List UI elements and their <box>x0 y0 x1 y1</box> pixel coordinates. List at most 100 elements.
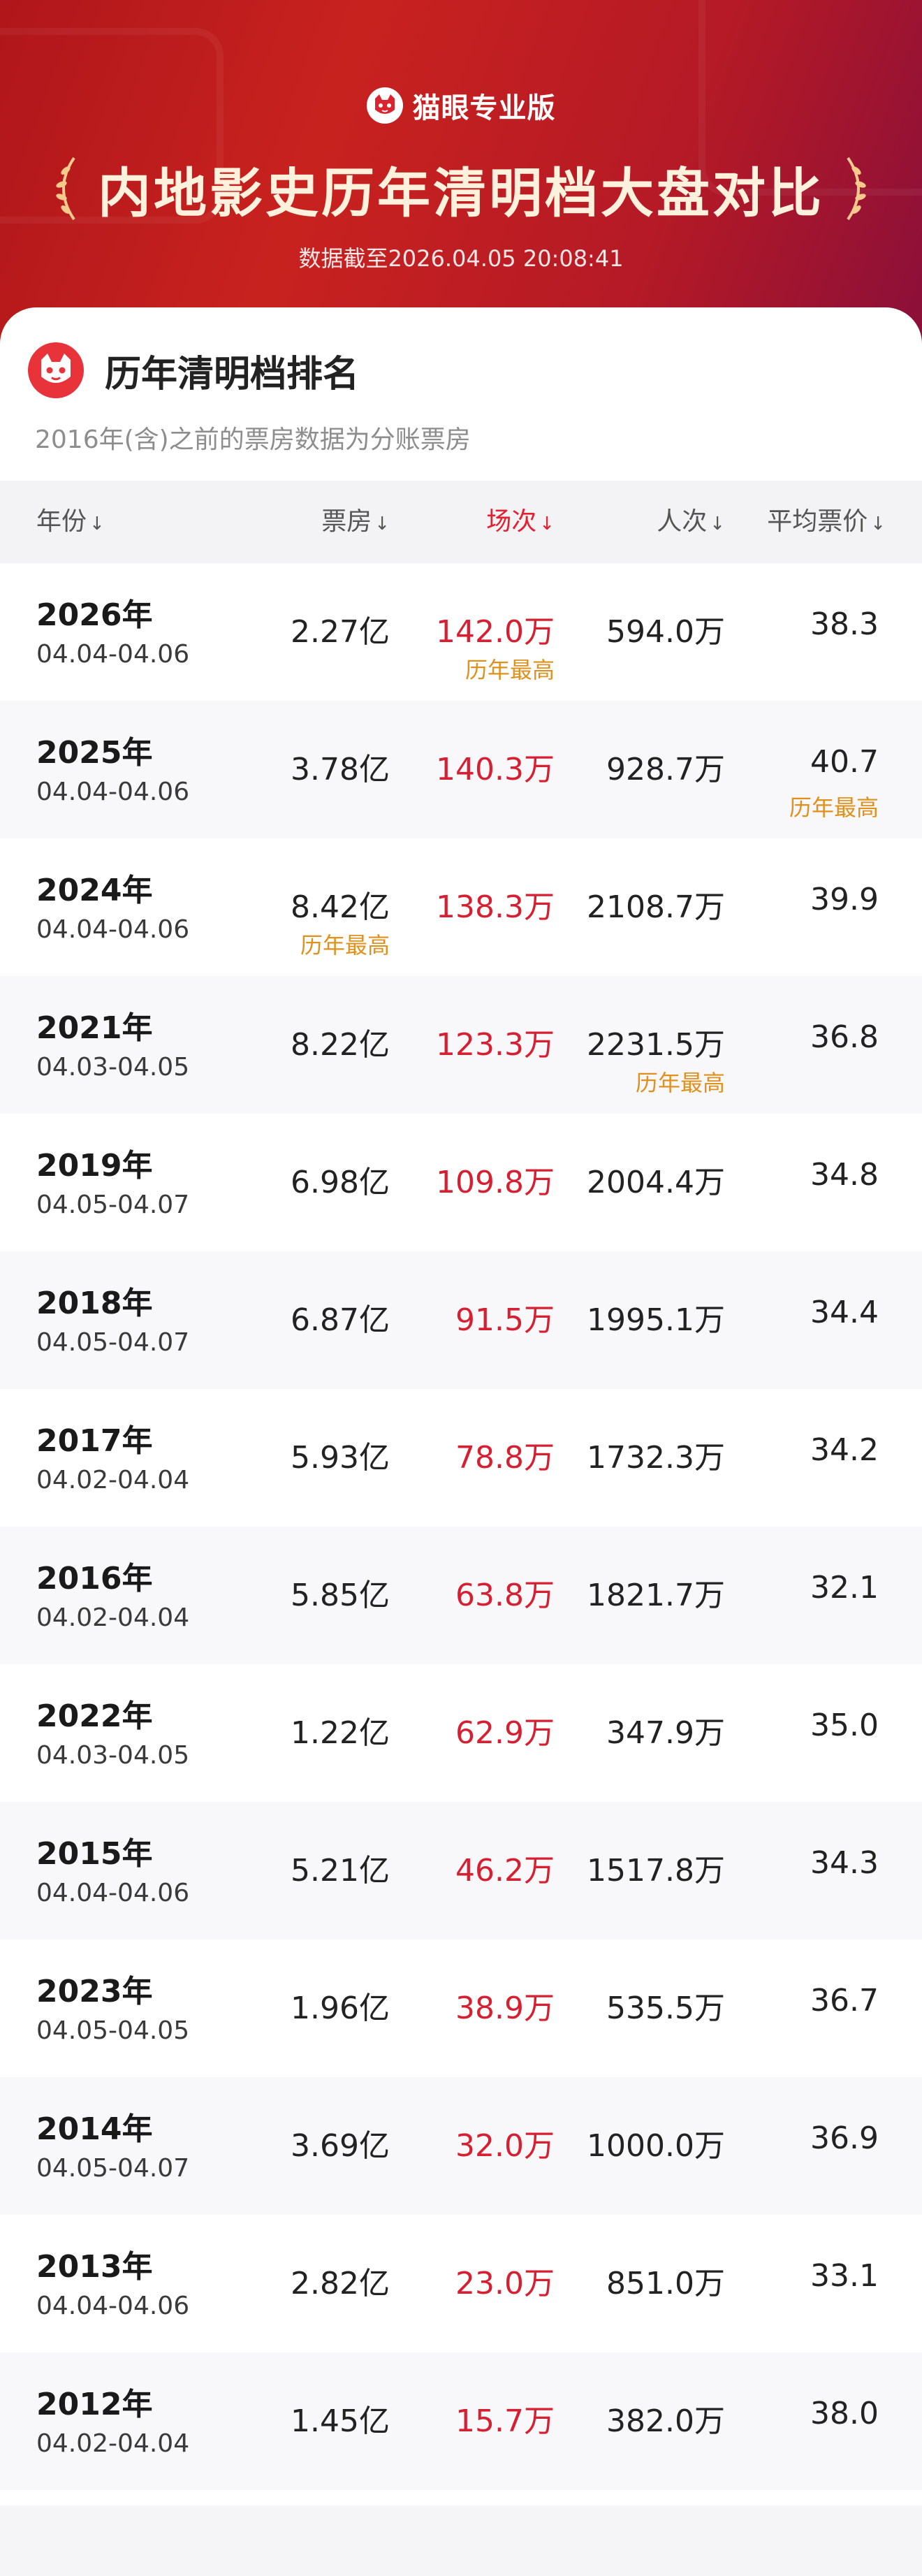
box-office-cell: 6.98亿 <box>291 1165 390 1200</box>
card-header: 历年清明档排名 <box>28 342 359 398</box>
maoyan-cat-icon <box>366 87 403 124</box>
screenings-cell: 38.9万 <box>455 1991 555 2026</box>
year-cell: 2015年 <box>36 1836 153 1872</box>
admissions-cell: 1995.1万 <box>587 1302 725 1338</box>
maoyan-cat-icon <box>28 342 84 398</box>
column-label: 年份 <box>36 507 87 536</box>
sort-avg-price-button[interactable]: 平均票价 ↓ <box>767 481 886 563</box>
table-row[interactable]: 2012年 04.02-04.04 1.45亿 15.7万 382.0万 38.… <box>0 2352 922 2490</box>
record-badge: 历年最高 <box>789 794 879 821</box>
date-range-cell: 04.04-04.06 <box>36 2292 190 2320</box>
table-body: 2026年 04.04-04.06 2.27亿 142.0万 历年最高 594.… <box>0 563 922 2490</box>
date-range-cell: 04.02-04.04 <box>36 2429 190 2458</box>
year-cell: 2014年 <box>36 2111 153 2147</box>
data-timestamp: 数据截至2026.04.05 20:08:41 <box>298 245 624 272</box>
sort-box-office-button[interactable]: 票房 ↓ <box>321 481 390 563</box>
table-row[interactable]: 2022年 04.03-04.05 1.22亿 62.9万 347.9万 35.… <box>0 1664 922 1802</box>
table-row[interactable]: 2025年 04.04-04.06 3.78亿 140.3万 928.7万 40… <box>0 701 922 838</box>
table-row[interactable]: 2018年 04.05-04.07 6.87亿 91.5万 1995.1万 34… <box>0 1251 922 1389</box>
admissions-cell: 1821.7万 <box>587 1578 725 1613</box>
box-office-cell: 1.22亿 <box>291 1715 390 1751</box>
page-title: 内地影史历年清明档大盘对比 <box>98 162 824 224</box>
table-row[interactable]: 2023年 04.05-04.05 1.96亿 38.9万 535.5万 36.… <box>0 1940 922 2077</box>
sort-arrow-icon: ↓ <box>539 514 555 534</box>
sort-screenings-button[interactable]: 场次 ↓ <box>486 481 555 563</box>
sort-arrow-icon: ↓ <box>374 514 390 534</box>
admissions-cell: 535.5万 <box>606 1991 725 2026</box>
admissions-cell: 1732.3万 <box>587 1440 725 1476</box>
date-range-cell: 04.03-04.05 <box>36 1741 190 1770</box>
year-cell: 2024年 <box>36 873 153 908</box>
year-cell: 2025年 <box>36 735 153 771</box>
admissions-cell: 382.0万 <box>606 2403 725 2439</box>
box-office-cell: 8.22亿 <box>291 1027 390 1063</box>
screenings-cell: 140.3万 <box>436 752 555 787</box>
date-range-cell: 04.03-04.05 <box>36 1053 190 1082</box>
screenings-cell: 109.8万 <box>436 1165 555 1200</box>
year-cell: 2013年 <box>36 2249 153 2285</box>
avg-price-cell: 40.7 <box>810 744 879 780</box>
date-range-cell: 04.04-04.06 <box>36 640 190 669</box>
table-row[interactable]: 2015年 04.04-04.06 5.21亿 46.2万 1517.8万 34… <box>0 1802 922 1940</box>
ranking-card: 历年清明档排名 2016年(含)之前的票房数据为分账票房 年份 ↓ 票房 ↓ 场次 ↓… <box>0 307 922 2506</box>
sort-arrow-icon: ↓ <box>89 514 105 534</box>
screenings-cell: 138.3万 <box>436 889 555 925</box>
table-row[interactable]: 2019年 04.05-04.07 6.98亿 109.8万 2004.4万 3… <box>0 1114 922 1251</box>
box-office-cell: 3.69亿 <box>291 2128 390 2164</box>
sort-year-button[interactable]: 年份 ↓ <box>36 481 105 563</box>
column-label: 平均票价 <box>767 507 868 536</box>
table-row[interactable]: 2017年 04.02-04.04 5.93亿 78.8万 1732.3万 34… <box>0 1389 922 1527</box>
avg-price-cell: 36.9 <box>810 2120 879 2156</box>
avg-price-cell: 36.8 <box>810 1019 879 1055</box>
year-cell: 2022年 <box>36 1698 153 1734</box>
sort-arrow-icon: ↓ <box>710 514 725 534</box>
admissions-cell: 1517.8万 <box>587 1853 725 1889</box>
date-range-cell: 04.05-04.07 <box>36 1191 190 1219</box>
sort-arrow-icon: ↓ <box>870 514 886 534</box>
box-office-cell: 1.45亿 <box>291 2403 390 2439</box>
column-label: 场次 <box>486 507 537 536</box>
table-row[interactable]: 2024年 04.04-04.06 8.42亿 历年最高 138.3万 2108… <box>0 838 922 976</box>
box-office-cell: 5.21亿 <box>291 1853 390 1889</box>
screenings-cell: 46.2万 <box>455 1853 555 1889</box>
column-label: 人次 <box>657 507 708 536</box>
avg-price-cell: 34.2 <box>810 1432 879 1468</box>
date-range-cell: 04.04-04.06 <box>36 915 190 944</box>
year-cell: 2018年 <box>36 1286 153 1321</box>
year-cell: 2019年 <box>36 1148 153 1184</box>
column-label: 票房 <box>321 507 372 536</box>
screenings-cell: 23.0万 <box>455 2266 555 2301</box>
date-range-cell: 04.02-04.04 <box>36 1466 190 1494</box>
table-row[interactable]: 2016年 04.02-04.04 5.85亿 63.8万 1821.7万 32… <box>0 1527 922 1664</box>
screenings-cell: 62.9万 <box>455 1715 555 1751</box>
avg-price-cell: 36.7 <box>810 1983 879 2018</box>
admissions-cell: 1000.0万 <box>587 2128 725 2164</box>
year-cell: 2023年 <box>36 1974 153 2009</box>
box-office-cell: 3.78亿 <box>291 752 390 787</box>
avg-price-cell: 32.1 <box>810 1570 879 1606</box>
sort-admissions-button[interactable]: 人次 ↓ <box>657 481 725 563</box>
table-row[interactable]: 2026年 04.04-04.06 2.27亿 142.0万 历年最高 594.… <box>0 563 922 701</box>
year-cell: 2021年 <box>36 1010 153 1046</box>
admissions-cell: 2108.7万 <box>587 889 725 925</box>
record-badge: 历年最高 <box>464 657 555 683</box>
avg-price-cell: 34.4 <box>810 1295 879 1330</box>
box-office-cell: 5.93亿 <box>291 1440 390 1476</box>
table-row[interactable]: 2014年 04.05-04.07 3.69亿 32.0万 1000.0万 36… <box>0 2077 922 2215</box>
brand-row: 猫眼专业版 <box>0 85 922 126</box>
date-range-cell: 04.04-04.06 <box>36 778 190 806</box>
year-cell: 2012年 <box>36 2387 153 2422</box>
date-range-cell: 04.05-04.07 <box>36 2154 190 2183</box>
date-range-cell: 04.02-04.04 <box>36 1603 190 1632</box>
date-range-cell: 04.04-04.06 <box>36 1879 190 1907</box>
box-office-cell: 6.87亿 <box>291 1302 390 1338</box>
avg-price-cell: 35.0 <box>810 1708 879 1743</box>
avg-price-cell: 38.0 <box>810 2396 879 2431</box>
brand-name: 猫眼专业版 <box>412 92 556 124</box>
screenings-cell: 78.8万 <box>455 1440 555 1476</box>
section-note: 2016年(含)之前的票房数据为分账票房 <box>35 425 471 454</box>
avg-price-cell: 33.1 <box>810 2258 879 2294</box>
admissions-cell: 347.9万 <box>606 1715 725 1751</box>
table-row[interactable]: 2021年 04.03-04.05 8.22亿 123.3万 2231.5万 历… <box>0 976 922 1114</box>
table-row[interactable]: 2013年 04.04-04.06 2.82亿 23.0万 851.0万 33.… <box>0 2215 922 2352</box>
